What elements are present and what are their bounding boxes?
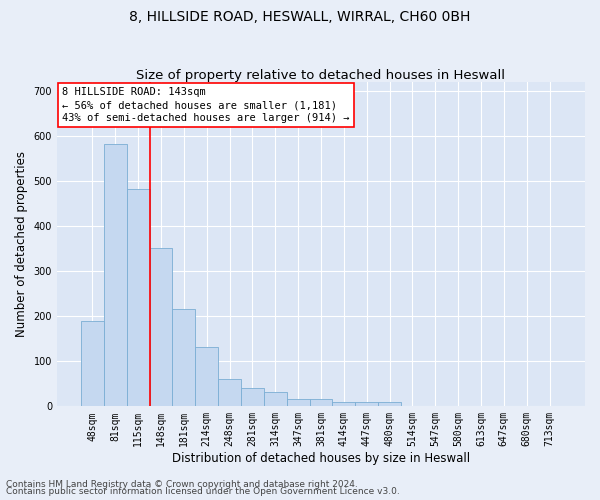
Y-axis label: Number of detached properties: Number of detached properties [15,151,28,337]
Text: 8 HILLSIDE ROAD: 143sqm
← 56% of detached houses are smaller (1,181)
43% of semi: 8 HILLSIDE ROAD: 143sqm ← 56% of detache… [62,87,350,124]
Bar [127,189,149,406]
Bar [218,379,241,406]
Bar [264,392,287,406]
X-axis label: Distribution of detached houses by size in Heswall: Distribution of detached houses by size … [172,452,470,465]
Title: Size of property relative to detached houses in Heswall: Size of property relative to detached ho… [136,69,505,82]
Bar [241,388,264,406]
Bar [332,402,355,406]
Bar [287,399,310,406]
Bar [149,248,172,406]
Text: Contains public sector information licensed under the Open Government Licence v3: Contains public sector information licen… [6,487,400,496]
Text: Contains HM Land Registry data © Crown copyright and database right 2024.: Contains HM Land Registry data © Crown c… [6,480,358,489]
Text: 8, HILLSIDE ROAD, HESWALL, WIRRAL, CH60 0BH: 8, HILLSIDE ROAD, HESWALL, WIRRAL, CH60 … [130,10,470,24]
Bar [81,320,104,406]
Bar [355,402,378,406]
Bar [172,310,195,406]
Bar [104,144,127,406]
Bar [195,348,218,406]
Bar [378,402,401,406]
Bar [310,399,332,406]
